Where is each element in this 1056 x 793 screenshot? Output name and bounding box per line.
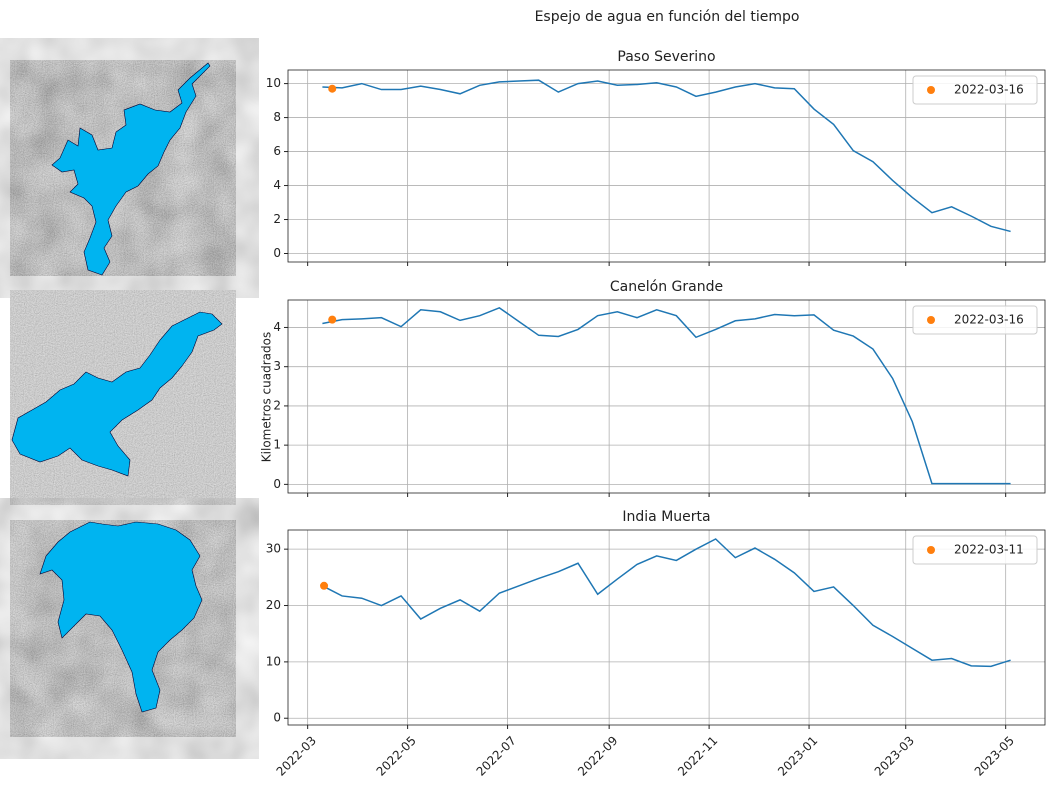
y-tick-label: 4 — [273, 178, 281, 192]
y-tick-label: 3 — [273, 359, 281, 373]
y-tick-label: 20 — [266, 598, 281, 612]
data-line — [322, 538, 1011, 668]
data-point — [328, 315, 337, 324]
y-tick-label: 10 — [266, 654, 281, 668]
y-tick-label: 0 — [273, 246, 281, 260]
y-tick-label: 6 — [273, 144, 281, 158]
satellite-image — [10, 60, 236, 276]
suptitle: Espejo de agua en función del tiempo — [535, 9, 800, 25]
x-tick-label: 2022-03 — [274, 733, 319, 778]
x-tick-label: 2023-03 — [872, 733, 917, 778]
legend-label: 2022-03-16 — [954, 313, 1024, 327]
y-tick-label: 8 — [273, 110, 281, 124]
y-tick-label: 10 — [266, 76, 281, 90]
legend-box — [912, 305, 1038, 335]
y-tick-label: 0 — [273, 477, 281, 491]
x-tick-label: 2023-01 — [775, 733, 820, 778]
y-tick-label: 0 — [273, 711, 281, 725]
legend-marker — [927, 316, 935, 324]
x-tick-label: 2022-11 — [675, 733, 720, 778]
y-tick-label: 30 — [266, 542, 281, 556]
chart-title: Paso Severino — [617, 49, 715, 65]
y-tick-label: 2 — [273, 212, 281, 226]
legend-marker — [927, 86, 935, 94]
y-axis-label: Kilometros cuadrados — [260, 332, 274, 462]
plot-frame — [287, 299, 1046, 494]
legend-label: 2022-03-16 — [954, 83, 1024, 97]
x-tick-label: 2022-07 — [474, 733, 519, 778]
x-tick-label: 2022-09 — [575, 733, 620, 778]
chart-title: India Muerta — [622, 509, 710, 525]
satellite-image — [10, 520, 236, 737]
plot-frame — [287, 529, 1046, 726]
data-point — [328, 84, 337, 93]
data-line — [322, 79, 1011, 233]
y-tick-label: 4 — [273, 320, 281, 334]
legend-box — [912, 75, 1038, 105]
data-point — [320, 581, 329, 590]
x-tick-label: 2023-05 — [972, 733, 1017, 778]
y-tick-label: 1 — [273, 438, 281, 452]
y-tick-label: 2 — [273, 398, 281, 412]
plot-frame — [287, 69, 1046, 263]
chart-title: Canelón Grande — [610, 279, 723, 295]
legend-marker — [927, 546, 935, 554]
legend-label: 2022-03-11 — [954, 543, 1024, 557]
satellite-image — [10, 290, 236, 505]
data-line — [322, 306, 1011, 485]
x-tick-label: 2022-05 — [374, 733, 419, 778]
legend-box — [912, 535, 1038, 565]
